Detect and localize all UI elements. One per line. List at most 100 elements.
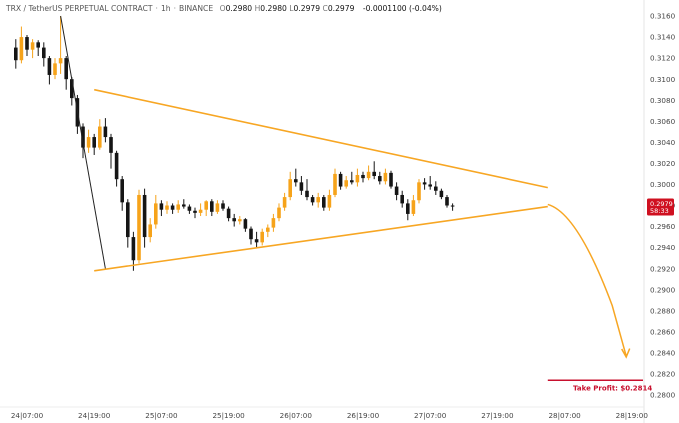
y-tick-label: 0.3060 xyxy=(650,117,676,126)
candle-body xyxy=(159,203,164,210)
y-tick-label: 0.3140 xyxy=(650,33,676,42)
triangle-upper-line xyxy=(94,88,548,189)
candle-body xyxy=(288,179,292,198)
exchange-label: BINANCE xyxy=(179,4,214,13)
candle-body xyxy=(350,180,354,183)
candle-body xyxy=(305,190,309,198)
close-label: C xyxy=(322,4,328,13)
price-badge-countdown: 58:33 xyxy=(650,207,669,215)
candle-body xyxy=(58,58,63,64)
candle-body xyxy=(98,126,102,148)
candle-body xyxy=(25,37,29,50)
candle-body xyxy=(271,218,276,228)
x-tick-label: 25|07:00 xyxy=(145,411,178,420)
y-tick-label: 0.3100 xyxy=(650,75,676,84)
candle-body xyxy=(344,180,348,187)
y-tick-label: 0.2920 xyxy=(650,264,676,273)
x-tick-label: 28|07:00 xyxy=(548,411,581,420)
candle-body xyxy=(182,204,186,207)
candle-body xyxy=(36,42,40,48)
candle-body xyxy=(19,37,24,61)
candle-body xyxy=(400,194,404,204)
candle-body xyxy=(232,218,236,222)
y-tick-label: 0.2940 xyxy=(650,243,676,252)
candle-body xyxy=(389,172,393,187)
y-tick-label: 0.3080 xyxy=(650,96,676,105)
y-tick-label: 0.2960 xyxy=(650,222,676,231)
candle-body xyxy=(260,231,264,243)
candle-body xyxy=(366,171,371,179)
candle-body xyxy=(361,174,365,179)
candle-body xyxy=(30,42,35,50)
candle-body xyxy=(221,203,225,209)
candle-body xyxy=(142,194,147,238)
candle-body xyxy=(131,237,136,261)
candle-body xyxy=(120,179,124,203)
candle-body xyxy=(310,197,315,203)
projection-curve xyxy=(547,203,627,357)
change-value: -0.0001100 (-0.04%) xyxy=(362,4,442,13)
y-tick-label: 0.2880 xyxy=(650,306,676,315)
x-tick-label: 27|19:00 xyxy=(481,411,514,420)
candle-body xyxy=(193,210,197,213)
candle-body xyxy=(154,203,158,225)
candle-body xyxy=(411,200,416,214)
candle-body xyxy=(422,182,427,185)
y-tick-label: 0.3160 xyxy=(650,12,676,21)
projection-arrow-head xyxy=(621,348,631,359)
price-badge xyxy=(647,198,674,216)
y-tick-label: 0.2840 xyxy=(650,348,676,357)
high-label: H xyxy=(254,4,261,13)
triangle-lower-line xyxy=(94,205,548,272)
candle-body xyxy=(226,208,231,219)
candle-body xyxy=(137,194,141,261)
candle-body xyxy=(109,137,113,153)
candle-body xyxy=(14,47,18,61)
interval-label[interactable]: 1h xyxy=(160,4,171,13)
candle-body xyxy=(333,173,337,195)
take-profit-label: Take Profit: $0.2814 xyxy=(573,384,652,392)
x-tick-label: 24|19:00 xyxy=(78,411,111,420)
candle-body xyxy=(434,186,438,191)
candle-body xyxy=(266,227,270,232)
x-tick-label: 26|07:00 xyxy=(280,411,313,420)
candle-body xyxy=(92,137,96,148)
drop-trend-line xyxy=(60,15,106,269)
candle-body xyxy=(355,174,360,183)
high-value: 0.2980 xyxy=(260,4,287,13)
candle-body xyxy=(450,205,455,207)
x-tick-label: 27|07:00 xyxy=(414,411,447,420)
candle-body xyxy=(406,203,410,214)
candle-body xyxy=(417,182,421,201)
candle-body xyxy=(277,207,281,219)
candle-body xyxy=(439,190,444,198)
low-value: 0.2979 xyxy=(293,4,321,13)
candle-body xyxy=(243,219,248,229)
candle-body xyxy=(114,152,119,180)
candle-body xyxy=(372,171,376,177)
x-tick-label: 26|19:00 xyxy=(347,411,380,420)
x-tick-label: 28|19:00 xyxy=(616,411,649,420)
low-label: L xyxy=(289,4,294,13)
candle-body xyxy=(198,209,203,213)
candle-body xyxy=(445,197,449,206)
candle-body xyxy=(53,63,57,75)
open-value: 0.2980 xyxy=(225,4,253,13)
candle-body xyxy=(254,239,259,243)
candle-body xyxy=(294,179,298,183)
close-value: 0.2979 xyxy=(327,4,355,13)
candle-body xyxy=(148,224,152,238)
y-tick-label: 0.2800 xyxy=(650,391,676,400)
symbol-name[interactable]: TRX / TetherUS PERPETUAL CONTRACT xyxy=(6,4,153,13)
candle-body xyxy=(187,206,192,211)
candle-body xyxy=(165,205,169,210)
x-tick-label: 25|19:00 xyxy=(212,411,245,420)
candle-body xyxy=(70,79,74,99)
candle-body xyxy=(299,182,304,191)
candle-body xyxy=(338,173,343,187)
candle-body xyxy=(394,186,399,195)
candle-body xyxy=(383,172,388,182)
candle-body xyxy=(249,228,253,240)
candle-body xyxy=(378,176,382,182)
